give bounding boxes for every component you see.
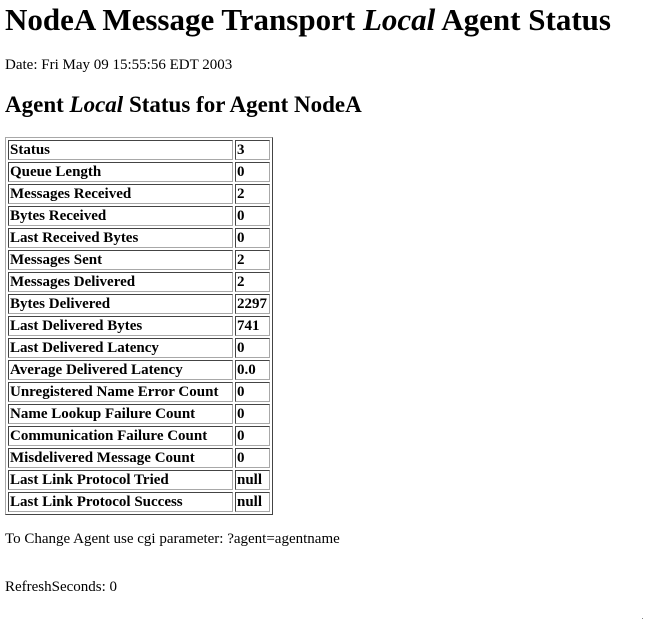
- table-row: Status 3: [8, 140, 270, 160]
- table-row: Queue Length 0: [8, 162, 270, 182]
- row-value: 0: [235, 338, 270, 358]
- row-label: Bytes Delivered: [8, 294, 233, 314]
- row-label: Messages Sent: [8, 250, 233, 270]
- row-label: Communication Failure Count: [8, 426, 233, 446]
- row-value: null: [235, 492, 270, 512]
- page-title-suffix: Agent Status: [435, 2, 611, 37]
- table-row: Bytes Delivered 2297: [8, 294, 270, 314]
- row-value: 3: [235, 140, 270, 160]
- row-label: Status: [8, 140, 233, 160]
- page-title: NodeA Message Transport Local Agent Stat…: [5, 2, 611, 38]
- table-row: Last Link Protocol Tried null: [8, 470, 270, 490]
- row-value: null: [235, 470, 270, 490]
- row-value: 0: [235, 206, 270, 226]
- section-heading: Agent Local Status for Agent NodeA: [5, 91, 362, 119]
- table-row: Misdelivered Message Count 0: [8, 448, 270, 468]
- row-label: Unregistered Name Error Count: [8, 382, 233, 402]
- page-title-emphasis: Local: [362, 2, 436, 37]
- row-label: Last Link Protocol Tried: [8, 470, 233, 490]
- table-row: Last Link Protocol Success null: [8, 492, 270, 512]
- row-value: 741: [235, 316, 270, 336]
- row-label: Misdelivered Message Count: [8, 448, 233, 468]
- refresh-seconds-text: RefreshSeconds: 0: [5, 579, 118, 595]
- table-row: Average Delivered Latency 0.0: [8, 360, 270, 380]
- row-value: 0: [235, 404, 270, 424]
- table-row: Messages Delivered 2: [8, 272, 270, 292]
- row-value: 0: [235, 448, 270, 468]
- row-label: Last Delivered Bytes: [8, 316, 233, 336]
- table-row: Last Delivered Bytes 741: [8, 316, 270, 336]
- table-row: Bytes Received 0: [8, 206, 270, 226]
- section-heading-prefix: Agent: [5, 92, 70, 117]
- row-label: Name Lookup Failure Count: [8, 404, 233, 424]
- row-label: Queue Length: [8, 162, 233, 182]
- row-label: Messages Received: [8, 184, 233, 204]
- row-value: 0.0: [235, 360, 270, 380]
- section-heading-emphasis: Local: [69, 92, 124, 117]
- agent-status-table: Status 3 Queue Length 0 Messages Receive…: [5, 137, 273, 515]
- row-label: Messages Delivered: [8, 272, 233, 292]
- row-label: Bytes Received: [8, 206, 233, 226]
- page-title-prefix: NodeA Message Transport: [5, 2, 363, 37]
- row-value: 2: [235, 272, 270, 292]
- row-value: 0: [235, 382, 270, 402]
- row-value: 0: [235, 162, 270, 182]
- row-value: 0: [235, 228, 270, 248]
- corner-dot: [642, 618, 643, 619]
- row-value: 2: [235, 184, 270, 204]
- table-row: Communication Failure Count 0: [8, 426, 270, 446]
- date-line: Date: Fri May 09 15:55:56 EDT 2003: [5, 57, 233, 73]
- table-row: Messages Received 2: [8, 184, 270, 204]
- table-row: Last Delivered Latency 0: [8, 338, 270, 358]
- section-heading-suffix: Status for Agent NodeA: [123, 92, 362, 117]
- table-row: Name Lookup Failure Count 0: [8, 404, 270, 424]
- table-row: Unregistered Name Error Count 0: [8, 382, 270, 402]
- row-label: Last Received Bytes: [8, 228, 233, 248]
- row-value: 2: [235, 250, 270, 270]
- row-label: Last Link Protocol Success: [8, 492, 233, 512]
- row-value: 2297: [235, 294, 270, 314]
- table-row: Last Received Bytes 0: [8, 228, 270, 248]
- row-value: 0: [235, 426, 270, 446]
- cgi-hint-text: To Change Agent use cgi parameter: ?agen…: [5, 531, 340, 547]
- table-row: Messages Sent 2: [8, 250, 270, 270]
- row-label: Last Delivered Latency: [8, 338, 233, 358]
- row-label: Average Delivered Latency: [8, 360, 233, 380]
